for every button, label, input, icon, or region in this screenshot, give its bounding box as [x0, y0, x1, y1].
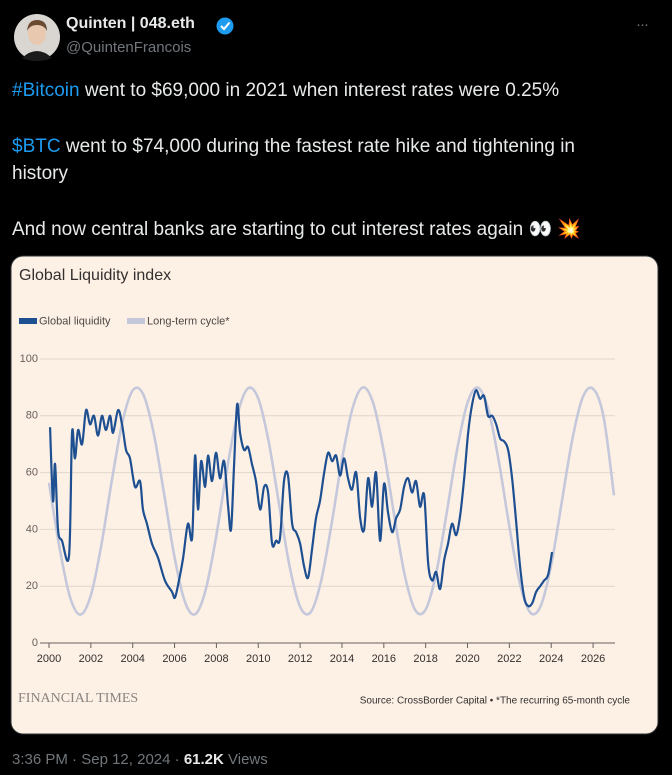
hashtag[interactable]: #Bitcoin	[12, 80, 80, 101]
x-tick-label: 2012	[288, 653, 312, 665]
tweet-text: And now central banks are starting to cu…	[12, 219, 582, 240]
chart: Global Liquidity index Global liquidity Lo…	[18, 267, 630, 706]
cashtag[interactable]: $BTC	[12, 136, 61, 157]
tweet-meta: 3:36 PM · Sep 12, 2024 · 61.2K Views	[12, 751, 268, 768]
tweet-paragraph: $BTC went to $74,000 during the fastest …	[12, 133, 622, 187]
x-tick-label: 2006	[162, 653, 186, 665]
tweet-paragraph: #Bitcoin went to $69,000 in 2021 when in…	[12, 77, 637, 104]
x-tick-label: 2014	[330, 653, 354, 665]
views-count: 61.2K	[183, 751, 224, 768]
separator: ·	[174, 751, 180, 768]
author-name[interactable]: Quinten | 048.eth	[66, 15, 195, 32]
x-tick-label: 2020	[455, 653, 479, 665]
x-tick-label: 2018	[413, 653, 437, 665]
legend-label: Global liquidity	[39, 315, 111, 327]
more-button[interactable]: ···	[636, 16, 649, 33]
x-tick-label: 2024	[539, 653, 563, 665]
time[interactable]: 3:36 PM	[12, 751, 68, 768]
x-tick-label: 2004	[120, 653, 144, 665]
x-tick-label: 2022	[497, 653, 521, 665]
y-tick-label: 80	[26, 410, 38, 422]
tweet-paragraph: And now central banks are starting to cu…	[12, 216, 637, 243]
y-tick-label: 20	[26, 580, 38, 592]
line-series	[48, 389, 554, 608]
x-tick-label: 2016	[372, 653, 396, 665]
x-tick-label: 2010	[246, 653, 270, 665]
x-tick-label: 2008	[204, 653, 228, 665]
tweet-text: went to $69,000 in 2021 when interest ra…	[79, 80, 560, 101]
chart-title: Global Liquidity index	[19, 267, 171, 284]
y-tick-label: 40	[26, 523, 38, 535]
legend-swatch	[127, 318, 145, 324]
date[interactable]: Sep 12, 2024	[81, 751, 171, 768]
line-series	[47, 386, 616, 616]
y-tick-label: 0	[32, 637, 38, 649]
verified-badge	[216, 17, 234, 35]
avatar[interactable]	[14, 14, 60, 61]
x-tick-label: 2026	[581, 653, 605, 665]
views-label: Views	[228, 751, 268, 768]
chart-card[interactable]	[10, 255, 659, 735]
x-tick-label: 2000	[37, 653, 61, 665]
publisher: FINANCIAL TIMES	[18, 691, 138, 706]
legend-label: Long-term cycle*	[147, 315, 230, 327]
source-note: Source: CrossBorder Capital • *The recur…	[360, 696, 631, 707]
legend-swatch	[19, 318, 37, 324]
y-tick-label: 100	[20, 353, 38, 365]
separator: ·	[72, 751, 78, 768]
author-handle[interactable]: @QuintenFrancois	[66, 39, 192, 56]
y-tick-label: 60	[26, 467, 38, 479]
tweet-text: went to $74,000 during the fastest rate …	[12, 136, 575, 184]
x-tick-label: 2002	[79, 653, 103, 665]
